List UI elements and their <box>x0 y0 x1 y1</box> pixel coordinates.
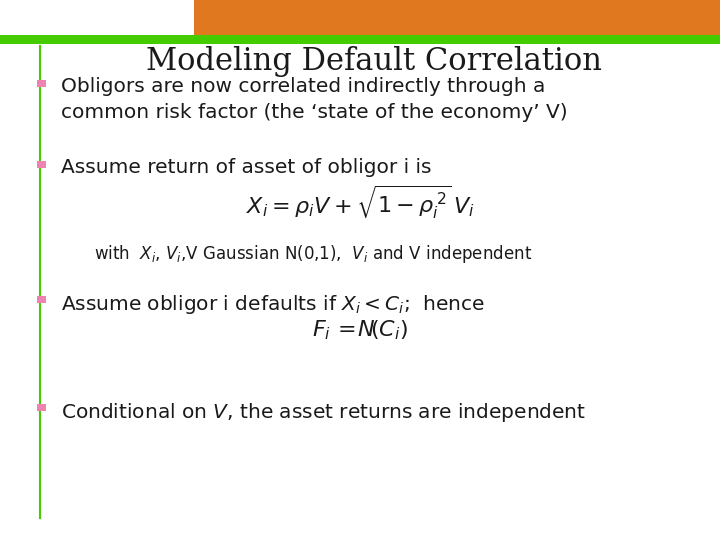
Text: Modeling Default Correlation: Modeling Default Correlation <box>146 46 603 77</box>
Text: $X_i = \rho_i V + \sqrt{1 - \rho_i^{\,2}}\,V_i$: $X_i = \rho_i V + \sqrt{1 - \rho_i^{\,2}… <box>246 184 474 221</box>
Text: Obligors are now correlated indirectly through a
common risk factor (the ‘state : Obligors are now correlated indirectly t… <box>61 77 568 122</box>
Text: Assume return of asset of obligor ﻿﻿﻿i﻿﻿ is: Assume return of asset of obligor ﻿﻿﻿i﻿﻿… <box>61 158 432 177</box>
Text: $F_i\, =\!N\!(C_i)$: $F_i\, =\!N\!(C_i)$ <box>312 319 408 342</box>
Text: Assume obligor i defaults if $X_i< C_i$;  hence: Assume obligor i defaults if $X_i< C_i$;… <box>61 293 485 316</box>
Text: Conditional on $V$, the asset returns are independent: Conditional on $V$, the asset returns ar… <box>61 401 586 424</box>
Text: with  $X_i$, $V_i$,V Gaussian N(0,1),  $V_i$ and V independent: with $X_i$, $V_i$,V Gaussian N(0,1), $V_… <box>94 243 532 265</box>
